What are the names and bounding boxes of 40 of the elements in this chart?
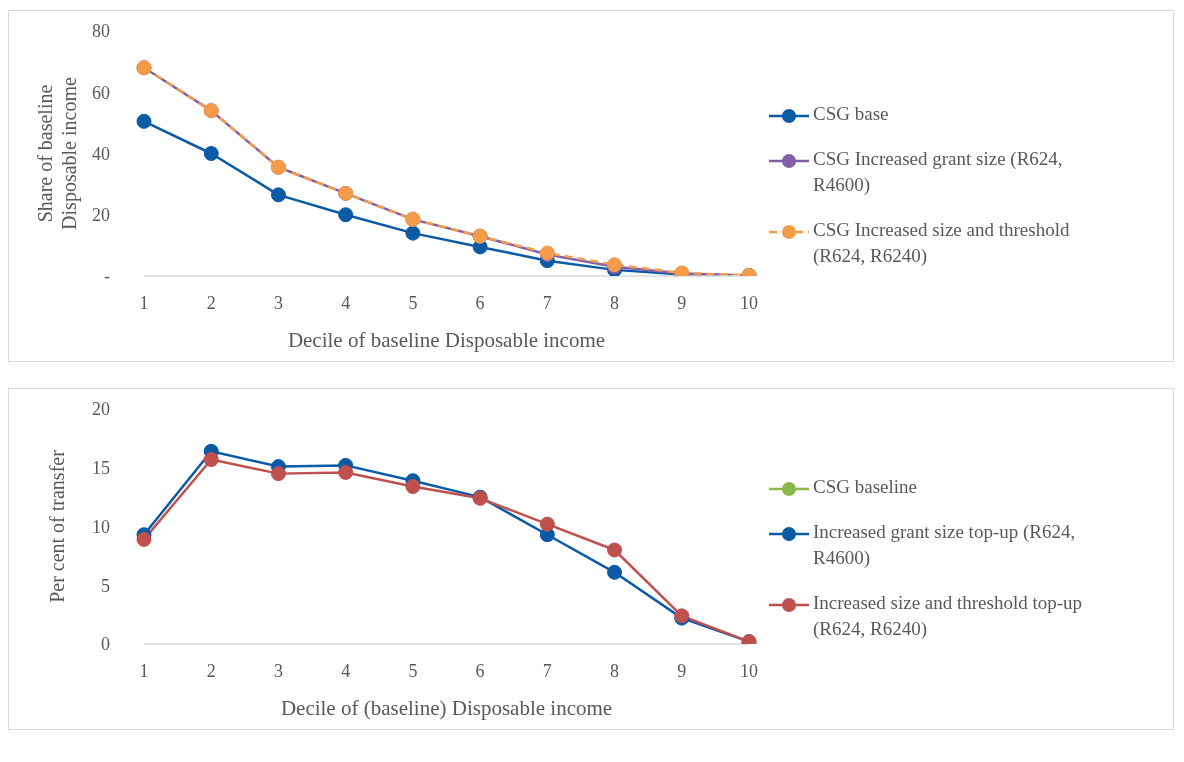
y-tick-label: 15: [92, 458, 110, 479]
x-tick-label: 9: [677, 292, 687, 313]
legend-label: CSG Increased size and threshold (R624, R6240): [813, 217, 1071, 268]
x-tick-label: 4: [341, 292, 351, 313]
x-tick-label: 1: [139, 292, 149, 313]
legend-label: Increased grant size top-up (R624, R4600): [813, 519, 1077, 570]
y-tick-label: 5: [101, 575, 110, 596]
y-axis-title: Share of baseline Disposable income: [34, 77, 81, 230]
y-tick-label: 20: [92, 205, 110, 226]
x-tick-label: 5: [408, 292, 418, 313]
x-axis-title: Decile of baseline Disposable income: [287, 328, 606, 352]
y-tick-label: 80: [92, 21, 110, 42]
x-tick-label: 2: [206, 292, 216, 313]
legend-label: CSG baseline: [813, 474, 917, 499]
x-tick-label: 7: [542, 292, 552, 313]
x-tick-label: 5: [408, 660, 418, 681]
x-tick-label: 8: [610, 660, 620, 681]
legend-label: Increased size and threshold top-up (R624, R6240): [813, 590, 1084, 641]
y-tick-label: 20: [92, 399, 110, 420]
x-tick-label: 8: [610, 292, 620, 313]
x-axis-title: Decile of (baseline) Disposable income: [280, 696, 613, 720]
x-tick-label: 1: [139, 660, 149, 681]
x-tick-label: 2: [206, 660, 216, 681]
y-tick-label: 10: [92, 516, 110, 537]
x-tick-label: 3: [273, 292, 283, 313]
legend-label: CSG Increased grant size (R624, R4600): [813, 146, 1064, 197]
y-tick-label: -: [104, 266, 110, 287]
x-tick-label: 4: [341, 660, 351, 681]
x-tick-label: 3: [273, 660, 283, 681]
y-tick-label: 60: [92, 82, 110, 103]
x-tick-label: 7: [542, 660, 552, 681]
y-tick-label: 40: [92, 143, 110, 164]
legend-label: CSG base: [813, 101, 889, 126]
x-tick-label: 6: [475, 660, 485, 681]
x-tick-label: 10: [740, 660, 758, 681]
x-tick-label: 9: [677, 660, 687, 681]
y-axis-title: Per cent of transfer: [46, 449, 68, 603]
x-tick-label: 10: [740, 292, 758, 313]
y-tick-label: 0: [101, 634, 110, 655]
x-tick-label: 6: [475, 292, 485, 313]
